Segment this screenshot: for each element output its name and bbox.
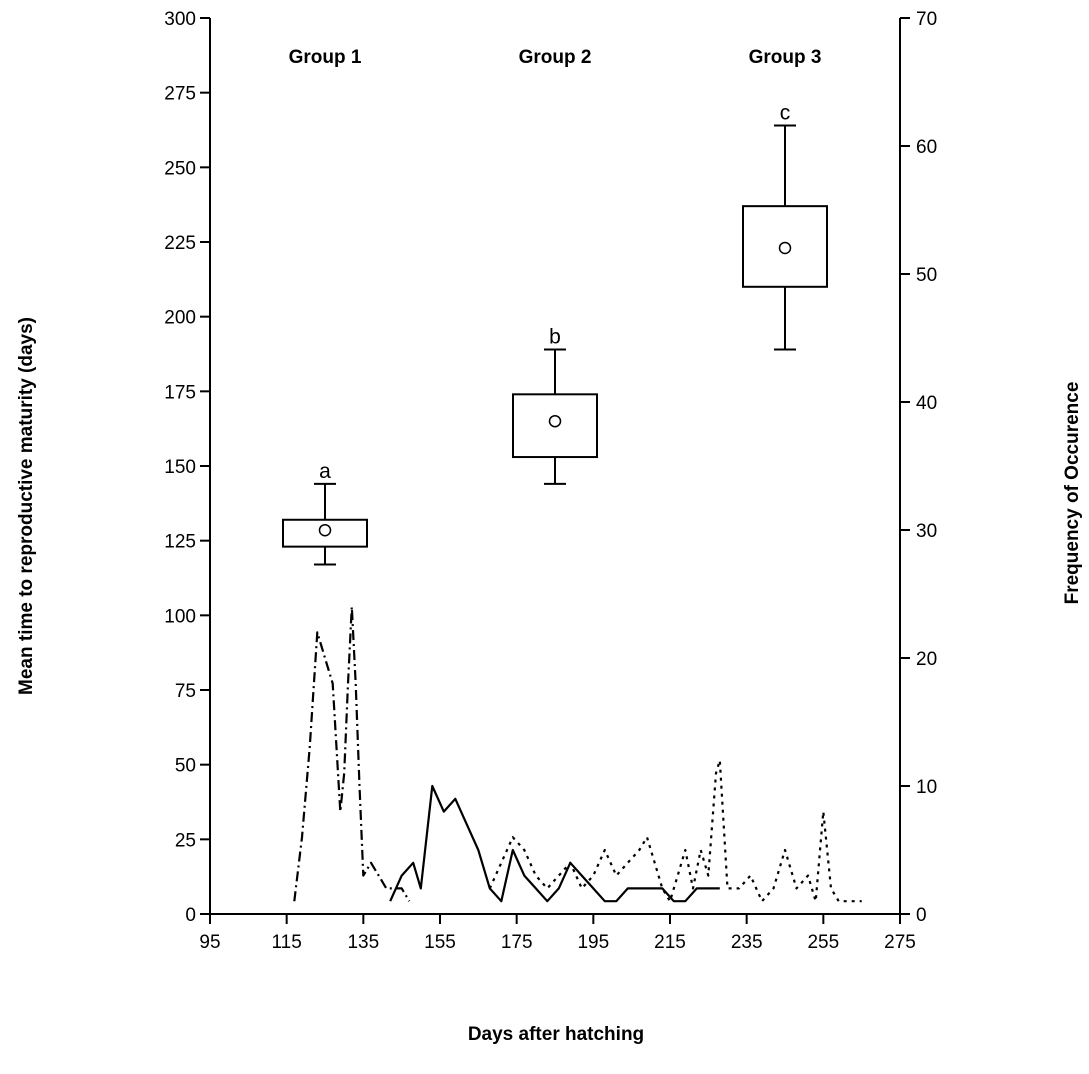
right-tick-label: 70	[916, 9, 937, 30]
right-tick-label: 50	[916, 265, 937, 286]
left-tick-label: 250	[164, 158, 196, 179]
left-axis-ticks: 0 25 50 75 100 125 150 175 200 225 250 275 300	[164, 9, 210, 926]
left-tick-label: 200	[164, 308, 196, 329]
right-tick-label: 30	[916, 521, 937, 542]
right-tick-label: 10	[916, 777, 937, 798]
left-tick-label: 275	[164, 84, 196, 105]
right-tick-label: 0	[916, 905, 927, 926]
x-tick-label: 275	[884, 932, 916, 953]
right-axis-ticks: 0 10 20 30 40 50 60 70	[900, 9, 937, 926]
x-axis-title: Days after hatching	[468, 1024, 644, 1045]
frequency-line-dotted	[488, 759, 862, 903]
left-tick-label: 150	[164, 457, 196, 478]
mean-marker	[548, 414, 562, 428]
significance-letter: c	[780, 102, 791, 125]
group-label-2: Group 2	[519, 47, 592, 68]
left-tick-label: 75	[175, 681, 196, 702]
right-tick-label: 60	[916, 137, 937, 158]
frequency-lines	[293, 605, 862, 903]
box-plot-2: b	[512, 326, 598, 485]
box-plot-1: a	[282, 460, 368, 566]
right-axis-title: Frequency of Occurence	[1062, 382, 1083, 605]
x-tick-label: 235	[731, 932, 763, 953]
x-tick-label: 135	[347, 932, 379, 953]
left-tick-label: 175	[164, 382, 196, 403]
left-tick-label: 300	[164, 9, 196, 30]
group-labels: Group 1 Group 2 Group 3	[289, 47, 822, 68]
x-tick-label: 115	[272, 932, 302, 953]
x-tick-label: 155	[424, 932, 456, 953]
left-tick-label: 50	[175, 756, 196, 777]
left-tick-label: 125	[164, 532, 196, 553]
left-tick-label: 100	[164, 606, 196, 627]
right-tick-label: 20	[916, 649, 937, 670]
x-tick-label: 215	[654, 932, 686, 953]
significance-letter: b	[549, 326, 561, 349]
box-plots: a b c	[282, 102, 828, 566]
frequency-line-dash-dot	[293, 605, 411, 902]
left-tick-label: 225	[164, 233, 196, 254]
x-tick-label: 255	[807, 932, 839, 953]
left-axis-title: Mean time to reproductive maturity (days…	[16, 317, 37, 695]
x-tick-label: 175	[501, 932, 533, 953]
mean-marker	[778, 241, 792, 255]
left-tick-label: 0	[185, 905, 196, 926]
x-axis-ticks: 95 115 135 155 175 195 215 235 255 275	[199, 914, 916, 953]
group-label-3: Group 3	[749, 47, 822, 68]
significance-letter: a	[319, 460, 331, 483]
x-tick-label: 95	[199, 932, 220, 953]
left-tick-label: 25	[175, 830, 196, 851]
mean-marker	[318, 523, 332, 537]
box-plot-3: c	[742, 102, 828, 351]
group-label-1: Group 1	[289, 47, 362, 68]
x-tick-label: 195	[577, 932, 609, 953]
frequency-line-solid	[389, 784, 720, 903]
right-tick-label: 40	[916, 393, 937, 414]
